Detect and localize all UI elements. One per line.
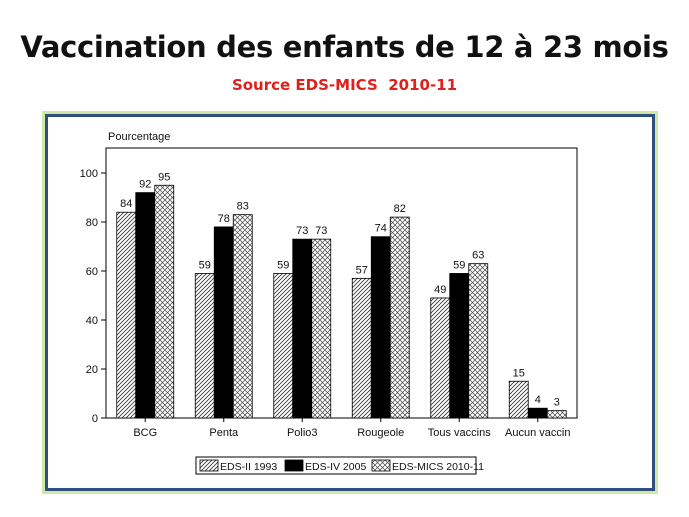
- bar: [292, 238, 313, 419]
- data-label: 4: [535, 394, 541, 406]
- legend-swatch: [284, 459, 304, 472]
- y-tick-label: 80: [86, 217, 98, 229]
- y-tick-label: 60: [86, 266, 98, 278]
- y-axis-label: Pourcentage: [108, 131, 170, 143]
- y-tick-label: 40: [86, 315, 98, 327]
- bar: [135, 192, 156, 419]
- y-tick-label: 100: [80, 168, 98, 180]
- data-label: 57: [356, 264, 368, 276]
- legend-swatch: [371, 459, 391, 472]
- bar: [116, 211, 137, 419]
- bar: [273, 273, 294, 419]
- x-tick-label: Penta: [209, 427, 239, 439]
- data-label: 59: [199, 259, 211, 271]
- legend-box: [195, 456, 477, 475]
- bar: [546, 410, 567, 419]
- legend-label: EDS-MICS 2010-11: [392, 461, 484, 473]
- x-tick-label: Rougeole: [357, 427, 404, 439]
- x-tick-label: Polio3: [287, 427, 318, 439]
- bar: [468, 263, 489, 419]
- bar: [154, 184, 175, 419]
- bar: [213, 226, 234, 419]
- slide-subtitle: Source EDS-MICS 2010-11: [231, 76, 458, 94]
- data-label: 63: [472, 250, 484, 262]
- legend-label: EDS-IV 2005: [305, 461, 366, 473]
- bar: [527, 407, 548, 419]
- bar: [370, 236, 391, 419]
- data-label: 95: [158, 171, 170, 183]
- x-tick-label: BCG: [133, 427, 157, 439]
- data-label: 49: [434, 284, 446, 296]
- bar: [508, 380, 529, 419]
- data-label: 15: [513, 367, 525, 379]
- data-label: 78: [218, 213, 230, 225]
- bar: [430, 297, 451, 419]
- data-label: 73: [315, 225, 327, 237]
- y-tick-label: 0: [92, 413, 98, 425]
- data-label: 83: [237, 201, 249, 213]
- data-label: 74: [375, 223, 387, 235]
- data-label: 92: [139, 179, 151, 191]
- plot-frame: [105, 147, 578, 419]
- slide-title: Vaccination des enfants de 12 à 23 mois: [20, 30, 669, 64]
- data-label: 73: [296, 225, 308, 237]
- bar: [449, 273, 470, 419]
- data-label: 59: [453, 259, 465, 271]
- bar: [232, 214, 253, 419]
- legend-label: EDS-II 1993: [220, 461, 277, 473]
- data-label: 82: [394, 203, 406, 215]
- x-tick-label: Aucun vaccin: [505, 427, 570, 439]
- data-label: 3: [554, 397, 560, 409]
- y-tick-label: 20: [86, 364, 98, 376]
- bar: [194, 273, 215, 419]
- data-label: 84: [120, 198, 132, 210]
- legend-swatch: [199, 459, 219, 472]
- x-tick-label: Tous vaccins: [428, 427, 491, 439]
- data-label: 59: [277, 259, 289, 271]
- bar: [311, 238, 332, 419]
- bar: [351, 277, 372, 419]
- bar: [389, 216, 410, 419]
